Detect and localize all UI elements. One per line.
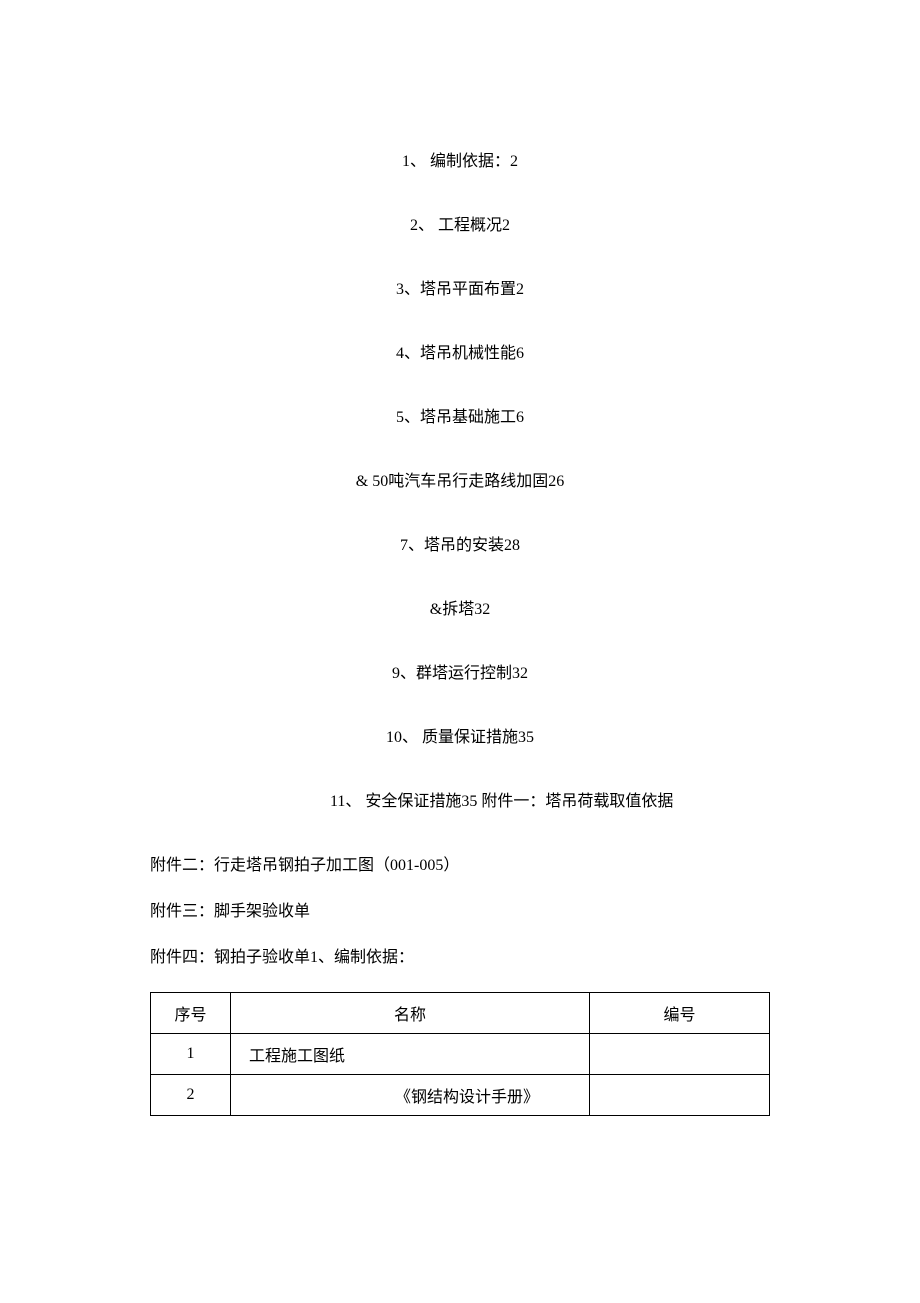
table-header-row: 序号 名称 编号 <box>151 993 770 1034</box>
attachment-line-2: 附件二：行走塔吊钢拍子加工图（001-005） <box>150 854 770 878</box>
toc-item: 2、 工程概况2 <box>150 214 770 238</box>
toc-item: 5、塔吊基础施工6 <box>150 406 770 430</box>
table-cell-name: 《钢结构设计手册》 <box>231 1075 590 1116</box>
toc-item: & 50吨汽车吊行走路线加固26 <box>150 470 770 494</box>
table-cell-seq: 1 <box>151 1034 231 1075</box>
toc-item: 4、塔吊机械性能6 <box>150 342 770 366</box>
table-cell-name: 工程施工图纸 <box>231 1034 590 1075</box>
table-cell-code <box>590 1034 770 1075</box>
toc-item: 10、 质量保证措施35 <box>150 726 770 750</box>
table-cell-code <box>590 1075 770 1116</box>
table-of-contents: 1、 编制依据：2 2、 工程概况2 3、塔吊平面布置2 4、塔吊机械性能6 5… <box>150 150 770 814</box>
toc-item: 7、塔吊的安装28 <box>150 534 770 558</box>
toc-item: 11、 安全保证措施35 附件一：塔吊荷载取值依据 <box>150 790 770 814</box>
table-header-code: 编号 <box>590 993 770 1034</box>
table-row: 1 工程施工图纸 <box>151 1034 770 1075</box>
table-header-name: 名称 <box>231 993 590 1034</box>
basis-table: 序号 名称 编号 1 工程施工图纸 2 《钢结构设计手册》 <box>150 992 770 1116</box>
toc-item: 3、塔吊平面布置2 <box>150 278 770 302</box>
table-header-seq: 序号 <box>151 993 231 1034</box>
table-cell-seq: 2 <box>151 1075 231 1116</box>
basis-table-container: 序号 名称 编号 1 工程施工图纸 2 《钢结构设计手册》 <box>150 992 770 1116</box>
table-row: 2 《钢结构设计手册》 <box>151 1075 770 1116</box>
toc-item: &拆塔32 <box>150 598 770 622</box>
attachment-line-4: 附件四：钢拍子验收单1、编制依据： <box>150 946 770 970</box>
toc-item: 1、 编制依据：2 <box>150 150 770 174</box>
toc-item: 9、群塔运行控制32 <box>150 662 770 686</box>
document-page: 1、 编制依据：2 2、 工程概况2 3、塔吊平面布置2 4、塔吊机械性能6 5… <box>0 0 920 1176</box>
attachment-line-3: 附件三：脚手架验收单 <box>150 900 770 924</box>
